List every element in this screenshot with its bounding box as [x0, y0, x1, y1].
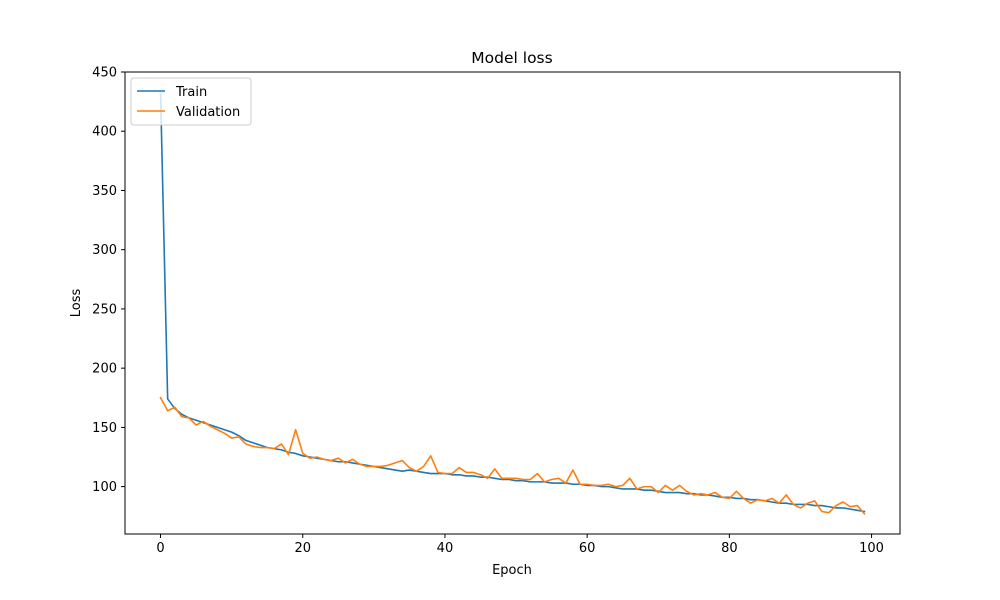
legend-label-train: Train — [175, 85, 207, 100]
y-tick-label: 350 — [92, 184, 117, 199]
x-tick-label: 20 — [294, 541, 311, 556]
legend: Train Validation — [130, 77, 252, 126]
chart-title: Model loss — [471, 49, 552, 67]
series-lines — [159, 92, 866, 515]
series-line-train — [159, 92, 866, 513]
y-tick-label: 250 — [92, 302, 117, 317]
y-tick-label: 400 — [92, 125, 117, 140]
x-tick-label: 60 — [579, 541, 596, 556]
y-tick-label: 150 — [92, 421, 117, 436]
series-line-validation — [159, 396, 866, 515]
legend-label-validation: Validation — [176, 105, 240, 120]
x-tick-label: 40 — [437, 541, 454, 556]
y-tick-label: 200 — [92, 362, 117, 377]
x-axis-ticks: 0 20 40 60 80 100 — [156, 534, 884, 556]
y-axis-ticks: 100 150 200 250 300 350 400 450 — [92, 66, 125, 495]
y-tick-label: 450 — [92, 66, 117, 81]
y-axis-label: Loss — [69, 289, 84, 318]
x-axis-label: Epoch — [492, 563, 532, 578]
x-tick-label: 80 — [721, 541, 738, 556]
x-tick-label: 0 — [156, 541, 164, 556]
x-tick-label: 100 — [859, 541, 884, 556]
y-tick-label: 300 — [92, 243, 117, 258]
plot-area-frame — [124, 71, 901, 535]
y-tick-label: 100 — [92, 480, 117, 495]
legend-box — [130, 77, 252, 126]
